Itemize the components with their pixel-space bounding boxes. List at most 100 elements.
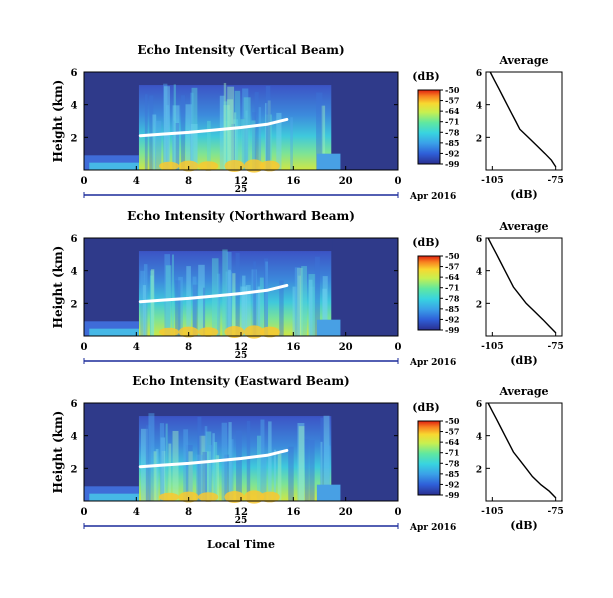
heatmap-streak	[192, 276, 197, 336]
heatmap-streak	[244, 117, 248, 170]
heatmap-late-clear	[332, 72, 398, 170]
colorbar-tick-label: -92	[445, 148, 459, 158]
average-x-label: (dB)	[510, 188, 537, 201]
heatmap-streak	[212, 433, 215, 501]
heatmap-streak	[294, 267, 300, 336]
heatmap-streak	[308, 279, 313, 336]
heatmap-streak	[273, 449, 276, 501]
x-tick-label: 16	[286, 507, 300, 518]
y-tick-label: 4	[71, 101, 78, 112]
panel-title: Echo Intensity (Eastward Beam)	[132, 374, 349, 388]
colorbar-tick-label: -78	[445, 458, 460, 468]
heatmap-streak	[316, 92, 323, 170]
heatmap-hotspot	[224, 491, 245, 503]
heatmap-streak	[145, 425, 151, 501]
x-tick-label: 4	[133, 176, 140, 187]
average-x-label: (dB)	[510, 519, 537, 532]
heatmap-streak	[205, 451, 211, 501]
heatmap-streak	[175, 123, 180, 170]
heatmap-streak	[172, 105, 180, 170]
y-tick-label: 4	[71, 267, 78, 278]
average-title: Average	[498, 385, 548, 398]
heatmap-streak	[186, 266, 191, 336]
heatmap-streak	[314, 256, 320, 336]
panel-title: Echo Intensity (Northward Beam)	[127, 209, 355, 223]
heatmap-streak	[144, 94, 148, 170]
colorbar-tick-label: -71	[445, 283, 459, 293]
colorbar-unit: (dB)	[412, 401, 439, 414]
heatmap-hotspot	[224, 326, 245, 338]
heatmap-low-echo-core	[89, 328, 139, 336]
y-tick-label: 2	[71, 464, 78, 475]
heatmap-streak	[264, 454, 267, 501]
heatmap-streak	[297, 422, 305, 501]
date-label: Apr 2016	[409, 358, 456, 368]
heatmap-streak	[265, 85, 271, 170]
heatmap-hotspot	[244, 325, 265, 339]
heatmap-streak	[173, 84, 176, 170]
heatmap-late-echo	[316, 484, 341, 501]
heatmap-streak	[224, 120, 229, 170]
heatmap-streak	[154, 120, 162, 170]
x-tick-label: 8	[185, 176, 192, 187]
average-profile-line	[487, 237, 557, 334]
heatmap-streak	[225, 271, 232, 336]
heatmap-streak	[230, 123, 236, 170]
heatmap-streak	[277, 454, 282, 501]
heatmap-hotspot	[198, 327, 219, 337]
heatmap-streak	[175, 280, 181, 336]
heatmap-streak	[151, 269, 155, 336]
heatmap-streak	[240, 119, 245, 170]
panel-0: Echo Intensity (Vertical Beam) 2 4 6 Height …	[51, 43, 564, 202]
x-tick-label: 0	[395, 342, 402, 353]
colorbar-unit: (dB)	[412, 236, 439, 249]
heatmap-streak	[185, 445, 193, 501]
average-x-tick-label: -75	[548, 342, 564, 352]
date-day: 25	[235, 516, 248, 526]
colorbar-tick-label: -99	[445, 159, 460, 169]
heatmap-streak	[258, 107, 262, 170]
x-tick-label: 20	[339, 507, 353, 518]
average-profile-line	[487, 402, 557, 499]
panel-1: Echo Intensity (Northward Beam) 2 4 6 Height…	[51, 209, 564, 368]
heatmap-streak	[240, 286, 248, 336]
average-frame	[485, 237, 563, 337]
heatmap-streak	[152, 114, 157, 170]
heatmap-streak	[279, 280, 284, 336]
heatmap-streak	[251, 269, 257, 336]
heatmap-streak	[236, 430, 242, 501]
heatmap-streak	[256, 286, 260, 336]
x-tick-label: 4	[133, 507, 140, 518]
colorbar-tick-label: -50	[445, 85, 460, 95]
heatmap-streak	[304, 438, 309, 501]
heatmap-streak	[252, 112, 257, 170]
heatmap-streak	[296, 267, 303, 336]
heatmap-hotspot	[224, 160, 245, 172]
heatmap-streak	[197, 416, 202, 501]
date-label: Apr 2016	[409, 523, 456, 533]
heatmap-streak	[292, 286, 297, 336]
heatmap-streak	[140, 270, 145, 336]
colorbar-tick-label: -92	[445, 479, 459, 489]
heatmap-streak	[222, 249, 228, 336]
heatmap-hotspot	[259, 491, 280, 503]
heatmap-streak	[164, 254, 171, 336]
heatmap-streak	[172, 430, 179, 501]
heatmap-streak	[165, 423, 168, 501]
colorbar-tick-label: -99	[445, 490, 460, 500]
heatmap-streak	[322, 288, 327, 336]
heatmap-streak	[260, 419, 265, 501]
colorbar-tick-label: -92	[445, 314, 459, 324]
heatmap-streak	[264, 258, 268, 336]
average-x-tick-label: -105	[481, 507, 504, 517]
heatmap-streak	[257, 286, 261, 336]
average-y-tick-label: 2	[476, 134, 482, 144]
heatmap-streak	[265, 261, 269, 336]
x-tick-label: 12	[234, 342, 248, 353]
y-tick-label: 4	[71, 432, 78, 443]
average-title: Average	[498, 54, 548, 67]
heatmap-hotspot	[159, 327, 180, 337]
heatmap-streak	[267, 100, 271, 170]
heatmap-streak	[323, 415, 330, 501]
y-axis-label: Height (km)	[51, 246, 65, 329]
